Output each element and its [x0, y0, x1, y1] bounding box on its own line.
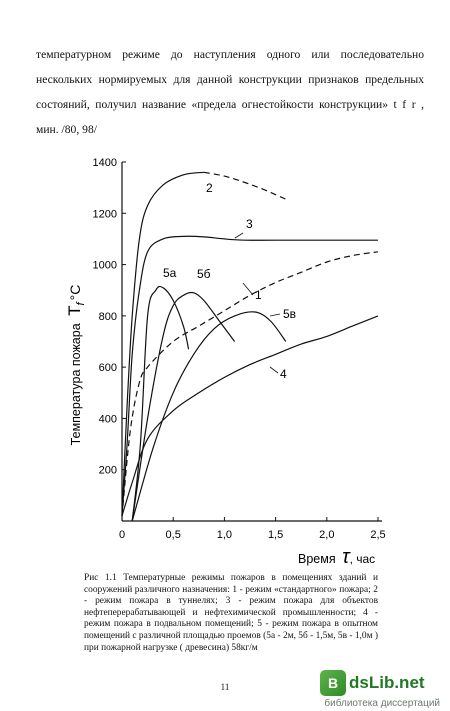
watermark-subtitle: библиотека диссертаций	[324, 698, 440, 709]
x-axis-title: Время τ, час	[298, 546, 375, 568]
x-tick-label: 2,0	[319, 529, 334, 541]
series-4	[121, 315, 379, 517]
y-tick-label: 400	[99, 413, 117, 425]
leader-line-4	[269, 366, 279, 374]
y-axis-unit: °C	[67, 285, 83, 301]
x-axis-label: Время	[298, 552, 336, 566]
temperature-chart: 0 0,5 1,0 1,5 2,0 2,5 200 400 600 800 1000 1200 1400…	[65, 157, 386, 568]
series-1	[121, 251, 379, 516]
curve-label-5b: 5б	[197, 267, 211, 281]
body-paragraph: температурном режиме до наступления одно…	[36, 48, 424, 136]
series-2-dashed	[203, 171, 287, 200]
series-5в	[131, 311, 287, 522]
leader-line-5v	[269, 313, 281, 317]
page-number: 11	[220, 682, 230, 692]
x-tick-label: 1,5	[268, 529, 283, 541]
series-5б	[131, 291, 236, 522]
y-axis-symbol: T	[65, 305, 84, 315]
curve-label-2: 2	[206, 181, 213, 195]
y-axis-subscript: f	[75, 301, 87, 305]
curve-label-3: 3	[246, 217, 253, 231]
x-tick-label: 0	[119, 529, 125, 541]
axes	[121, 162, 382, 522]
x-axis-unit: , час	[350, 552, 376, 566]
series-2-solid	[121, 171, 204, 516]
curve-label-1: 1	[255, 288, 262, 302]
watermark-name: dsLib.net	[349, 673, 425, 692]
curve-label-5v: 5в	[283, 307, 296, 321]
svg-text:Температура пожара Tf°C: Температура пожара Tf°C	[65, 285, 87, 446]
series-5а	[131, 285, 190, 522]
leader-line-3	[234, 232, 244, 239]
x-tick-label: 0,5	[166, 529, 181, 541]
x-tick-label: 1,0	[217, 529, 232, 541]
y-axis-label: Температура пожара	[69, 323, 83, 445]
y-tick-label: 600	[99, 362, 117, 374]
y-axis-title: Температура пожара Tf°C	[65, 285, 87, 446]
x-axis-symbol: τ	[342, 546, 351, 568]
leader-line-1	[242, 282, 254, 296]
figure-caption: Рис 1.1 Температурные режимы пожаров в п…	[84, 573, 378, 653]
x-tick-label: 2,5	[370, 529, 385, 541]
ticks: 0 0,5 1,0 1,5 2,0 2,5 200 400 600 800 1000 1200 1400	[93, 157, 386, 541]
curve-label-4: 4	[280, 367, 287, 381]
book-icon: B	[320, 670, 346, 696]
series-3	[121, 235, 378, 516]
y-tick-label: 1000	[93, 260, 117, 272]
y-tick-label: 1200	[93, 208, 117, 220]
curve-label-5a: 5а	[163, 266, 177, 280]
watermark: B dsLib.net библиотека диссертаций	[320, 670, 440, 709]
y-tick-label: 1400	[93, 157, 117, 169]
y-tick-label: 800	[99, 311, 117, 323]
plot-lines	[121, 171, 379, 522]
watermark-logo: B dsLib.net	[320, 670, 440, 696]
y-tick-label: 200	[99, 465, 117, 477]
